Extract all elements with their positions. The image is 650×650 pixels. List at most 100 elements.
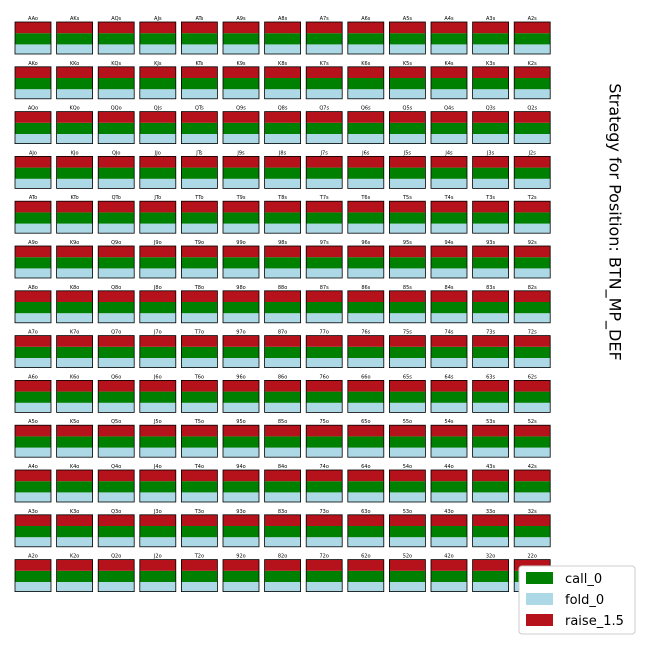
- bar-53o-fold_0: [389, 537, 426, 547]
- hand-label-T8o: T8o: [194, 285, 204, 291]
- bar-95o-fold_0: [223, 447, 259, 458]
- hand-cell-K4s: K4s: [430, 61, 468, 100]
- cell-frame-K4o: [56, 469, 93, 503]
- bar-J6s-call_0: [347, 167, 384, 179]
- bar-AJs-fold_0: [139, 44, 176, 54]
- hand-cell-A9o: A9o: [14, 240, 52, 279]
- hand-label-J3s: J3s: [486, 150, 495, 156]
- hand-cell-T3o: T3o: [180, 509, 218, 548]
- bar-K6o-raise_1_5: [56, 380, 93, 392]
- hand-label-QTo: QTo: [112, 195, 121, 201]
- hand-label-J4o: J4o: [153, 464, 162, 470]
- bar-J5s-fold_0: [389, 178, 426, 189]
- bar-J2s-raise_1_5: [514, 156, 551, 168]
- bar-T9o-raise_1_5: [181, 246, 218, 258]
- bar-A9s-raise_1_5: [223, 22, 259, 34]
- hand-cell-Q7o: Q7o: [97, 330, 135, 369]
- cell-frame-QTo: [97, 200, 135, 234]
- cell-frame-75o: [305, 424, 343, 458]
- cell-frame-43o: [430, 514, 468, 548]
- hand-cell-T2s: T2s: [513, 195, 551, 234]
- bar-TTo-call_0: [181, 212, 218, 224]
- hand-label-83o: 83o: [278, 509, 287, 515]
- bar-84s-call_0: [431, 302, 467, 314]
- legend-label-call_0: call_0: [565, 572, 602, 587]
- hand-cell-64o: 64o: [347, 464, 385, 503]
- bar-Q2s-raise_1_5: [514, 111, 551, 123]
- hand-cell-64s: 64s: [430, 374, 468, 413]
- hand-label-95s: 95s: [403, 240, 412, 246]
- hand-label-ATs: ATs: [195, 16, 203, 22]
- hand-cell-A8s: A8s: [264, 16, 302, 55]
- bar-94o-fold_0: [223, 492, 259, 502]
- hand-label-A3s: A3s: [486, 16, 496, 22]
- hand-cell-Q9o: Q9o: [97, 240, 135, 279]
- bar-ATs-fold_0: [181, 44, 218, 54]
- hand-label-65o: 65o: [361, 419, 370, 425]
- hand-cell-72o: 72o: [305, 554, 343, 592]
- bar-66o-fold_0: [347, 402, 384, 413]
- cell-frame-T3o: [180, 514, 218, 548]
- hand-cell-AAo: AAo: [14, 16, 52, 55]
- bar-Q2o-call_0: [98, 570, 135, 582]
- hand-label-J4s: J4s: [444, 150, 453, 156]
- bar-T4s-fold_0: [431, 223, 467, 234]
- hand-label-T6s: T6s: [360, 195, 370, 201]
- bar-K2o-raise_1_5: [56, 559, 93, 571]
- hand-label-K6s: K6s: [361, 61, 370, 67]
- bar-T2s-fold_0: [514, 223, 551, 234]
- hand-cell-A5s: A5s: [388, 16, 426, 55]
- bar-92s-call_0: [514, 257, 551, 269]
- bar-AQs-raise_1_5: [98, 22, 135, 34]
- bar-83o-call_0: [264, 526, 301, 538]
- bar-J8s-fold_0: [264, 178, 301, 189]
- hand-label-T6o: T6o: [194, 374, 204, 380]
- hand-cell-K2s: K2s: [513, 61, 551, 100]
- bar-J3s-call_0: [472, 167, 509, 179]
- bar-92o-fold_0: [223, 582, 259, 592]
- cell-frame-K9o: [56, 245, 93, 279]
- hand-label-A9s: A9s: [236, 16, 246, 22]
- cell-frame-T6s: [347, 200, 385, 234]
- cell-frame-43s: [472, 469, 510, 503]
- bar-A9o-fold_0: [15, 268, 51, 278]
- bar-A3s-fold_0: [472, 44, 509, 54]
- hand-cell-94s: 94s: [430, 240, 468, 279]
- hand-label-KJs: KJs: [154, 61, 162, 67]
- cell-frame-83o: [264, 514, 302, 548]
- bar-J9o-raise_1_5: [139, 246, 176, 258]
- cell-frame-T9s: [222, 200, 260, 234]
- cell-frame-KJs: [139, 66, 177, 100]
- hand-label-Q5s: Q5s: [403, 106, 413, 112]
- hand-label-T5s: T5s: [402, 195, 412, 201]
- hand-label-KTo: KTo: [71, 195, 79, 201]
- bar-A8o-raise_1_5: [15, 290, 51, 302]
- bar-95o-call_0: [223, 436, 259, 448]
- hand-label-JTs: JTs: [195, 150, 203, 156]
- bar-Q4s-raise_1_5: [431, 111, 467, 123]
- hand-label-87s: 87s: [320, 285, 329, 291]
- hand-label-T2o: T2o: [194, 554, 204, 560]
- bar-63o-raise_1_5: [347, 514, 384, 526]
- legend-swatch-raise_1_5: [526, 614, 553, 626]
- bar-QQo-fold_0: [98, 134, 135, 144]
- bar-AKo-raise_1_5: [15, 66, 51, 78]
- bar-87s-fold_0: [306, 313, 343, 323]
- hand-cell-KJs: KJs: [139, 61, 177, 100]
- hand-label-42s: 42s: [528, 464, 537, 470]
- hand-cell-J9s: J9s: [222, 150, 260, 189]
- hand-cell-42o: 42o: [430, 554, 468, 592]
- cell-frame-93o: [222, 514, 260, 548]
- bar-87s-call_0: [306, 302, 343, 314]
- cell-frame-KQo: [56, 111, 93, 144]
- bar-AAo-raise_1_5: [15, 22, 51, 34]
- bar-J5s-call_0: [389, 167, 426, 179]
- bar-73s-raise_1_5: [472, 335, 509, 347]
- hand-label-44o: 44o: [444, 464, 453, 470]
- bar-Q8o-call_0: [98, 302, 135, 314]
- bar-65s-raise_1_5: [389, 380, 426, 392]
- bar-85s-raise_1_5: [389, 290, 426, 302]
- hand-label-J6o: J6o: [153, 374, 162, 380]
- bar-93o-call_0: [223, 526, 259, 538]
- cell-frame-T7s: [305, 200, 343, 234]
